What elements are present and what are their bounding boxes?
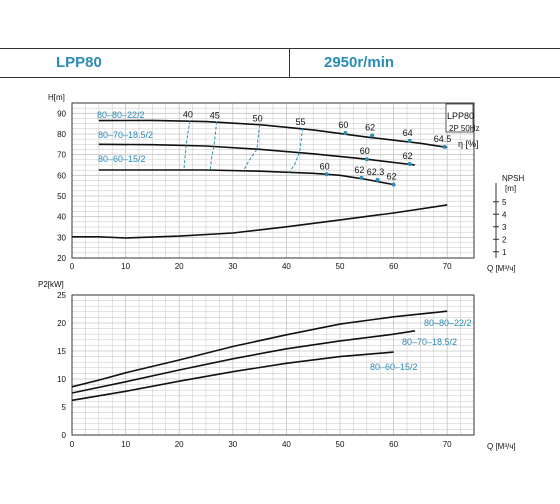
efficiency-iso-label: 45 [210,111,220,121]
power-series-label: 80–80–22/2 [424,318,472,328]
x-tick-label: 50 [336,262,345,271]
x-tick-label: 10 [121,440,130,449]
efficiency-point-label: 64 [403,128,413,138]
legend-subtitle: 2P 50Hz [449,124,480,133]
y-tick-label: 10 [57,375,66,384]
npsh-tick-label: 2 [502,235,507,244]
efficiency-point [442,144,447,149]
series-label: 80–80–22/2 [97,110,145,120]
legend-box [445,103,474,133]
x-tick-label: 40 [282,262,291,271]
efficiency-point [359,175,364,180]
efficiency-point-label: 62 [403,151,413,161]
x-tick-label: 40 [282,440,291,449]
x-tick-label: 10 [121,262,130,271]
npsh-tick-label: 1 [502,248,507,257]
efficiency-point [391,182,396,187]
npsh-tick-label: 3 [502,223,507,232]
efficiency-point [324,172,329,177]
y-tick-label: 40 [57,213,66,222]
efficiency-point-label: 62 [354,165,364,175]
efficiency-iso-label: 40 [183,110,193,120]
speed-title: 2950r/min [324,54,395,71]
power-curve [71,351,394,402]
y-tick-label: 25 [57,291,66,300]
efficiency-point-label: 62 [387,172,397,182]
x-tick-label: 60 [389,440,398,449]
y-axis-label: P2[kW] [38,280,64,289]
y-tick-label: 70 [57,151,66,160]
y-tick-label: 80 [57,130,66,139]
power-series-label: 80–60–15/2 [370,362,418,372]
y-tick-label: 0 [62,431,67,440]
x-tick-label: 0 [70,440,75,449]
efficiency-iso-line [183,120,191,171]
y-tick-label: 20 [57,319,66,328]
npsh-curve [72,204,448,239]
y-tick-label: 20 [57,254,66,263]
x-tick-label: 70 [443,262,452,271]
series-label: 80–70–18.5/2 [98,130,153,140]
y-tick-label: 90 [57,109,66,118]
efficiency-point [364,157,369,162]
efficiency-point-label: 64.5 [434,134,452,144]
x-tick-label: 30 [228,440,237,449]
x-tick-label: 30 [228,262,237,271]
x-tick-label: 70 [443,440,452,449]
x-tick-label: 20 [175,262,184,271]
y-tick-label: 5 [62,403,67,412]
efficiency-iso-line [288,128,303,173]
efficiency-point [370,133,375,138]
x-axis-label: Q [М³/ч] [487,442,516,451]
efficiency-point [343,130,348,135]
npsh-tick-label: 5 [502,198,507,207]
x-axis-label: Q [М³/ч] [487,264,516,273]
npsh-axis-label: NPSH [502,174,524,183]
efficiency-point-label: 60 [320,161,330,171]
header-divider [289,49,290,77]
y-tick-label: 30 [57,233,66,242]
x-tick-label: 50 [336,440,345,449]
efficiency-point-label: 62.3 [367,167,385,177]
y-axis-label: H[m] [48,93,65,102]
y-tick-label: 60 [57,171,66,180]
y-tick-label: 50 [57,192,66,201]
legend-title: LPP80 [447,111,474,121]
y-tick-label: 15 [57,347,66,356]
header-bar: LPP80 2950r/min [0,48,560,78]
efficiency-iso-label: 50 [253,114,263,124]
efficiency-iso-label: 55 [295,117,305,127]
efficiency-unit-label: η [%] [458,139,479,149]
head-curve [98,119,448,149]
efficiency-iso-line [209,121,218,171]
power-curve [71,310,448,388]
x-tick-label: 0 [70,262,75,271]
efficiency-point [407,138,412,143]
model-title: LPP80 [56,54,102,71]
x-tick-label: 60 [389,262,398,271]
power-series-label: 80–70–18.5/2 [402,337,457,347]
npsh-tick-label: 4 [502,210,507,219]
efficiency-point [375,177,380,182]
npsh-unit-label: [m] [505,184,516,193]
x-tick-label: 20 [175,440,184,449]
efficiency-point [407,161,412,166]
plot-frame [71,102,475,259]
efficiency-point-label: 60 [338,120,348,130]
series-label: 80–60–15/2 [98,154,146,164]
efficiency-iso-line [243,124,261,171]
power-curve [71,330,416,394]
efficiency-point-label: 62 [365,122,375,132]
efficiency-point-label: 60 [360,146,370,156]
plot-frame [71,294,475,436]
